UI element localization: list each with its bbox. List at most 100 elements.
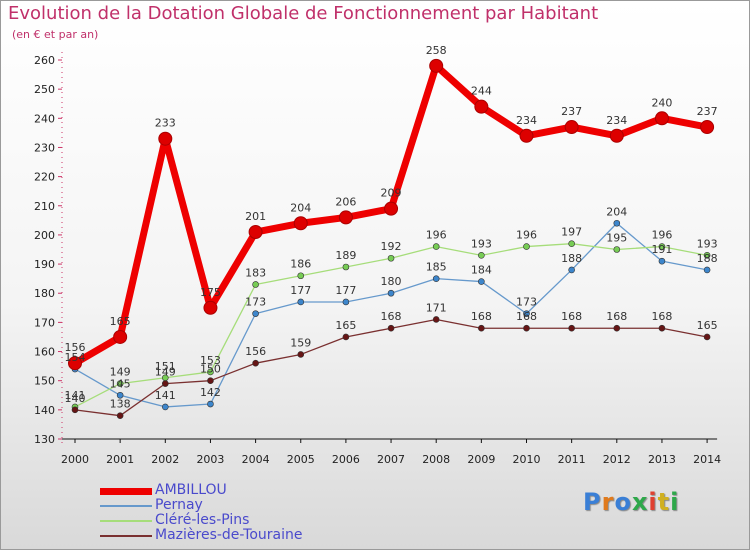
y-tick-label: 170 [34,316,55,329]
legend-label: AMBILLOU [155,482,227,498]
series-layer [68,58,715,419]
legend-swatch [100,488,152,495]
data-label: 168 [471,310,492,323]
data-point [703,333,711,341]
data-label: 204 [606,205,627,218]
data-point [342,333,350,341]
data-label: 168 [381,310,402,323]
data-label: 237 [697,105,718,118]
y-tick-label: 130 [34,433,55,446]
data-point [564,120,579,135]
data-point [658,257,666,265]
data-point [474,99,489,114]
data-point [116,412,124,419]
x-tick-label: 2009 [467,453,495,466]
x-tick-label: 2013 [648,453,676,466]
data-label: 177 [335,284,356,297]
logo-letter: x [631,488,649,516]
x-tick-label: 2014 [693,453,721,466]
data-label: 156 [245,345,266,358]
legend-swatch [100,535,152,537]
data-point [384,201,399,216]
data-point [297,272,305,280]
data-label: 192 [381,240,402,253]
data-point [703,252,711,259]
data-label: 151 [155,360,176,373]
data-label: 209 [381,187,402,200]
data-label: 206 [335,195,356,208]
data-point [113,329,128,344]
data-point [568,240,575,247]
data-label: 175 [200,286,221,299]
data-point [609,128,624,143]
data-label: 188 [697,252,718,265]
data-label: 145 [110,377,131,390]
legend-label: Pernay [155,497,203,513]
legend-label: Cléré-les-Pins [155,512,250,528]
data-label: 149 [110,366,131,379]
x-tick-label: 2006 [332,453,360,466]
data-point [654,111,669,126]
data-label: 141 [65,389,86,402]
data-point [568,266,575,274]
data-label: 191 [651,243,672,256]
data-label: 171 [426,301,447,314]
legend-swatch [100,520,152,522]
data-label: 173 [245,296,266,309]
data-point [71,406,79,414]
y-tick-label: 190 [34,258,55,271]
data-point [203,300,218,315]
x-tick-label: 2003 [196,453,224,466]
data-label: 150 [200,363,221,376]
chart-title: Evolution de la Dotation Globale de Fonc… [8,3,599,24]
data-label: 196 [426,229,447,242]
data-label: 197 [561,226,582,239]
x-tick-label: 2008 [422,453,450,466]
y-tick-label: 240 [34,112,55,125]
proxiti-logo: Proxiti [583,488,679,516]
data-label: 237 [561,105,582,118]
y-tick-label: 220 [34,171,55,184]
data-point [342,263,350,271]
data-point [207,368,214,376]
data-label: 168 [516,310,537,323]
data-point [387,254,395,262]
y-tick-label: 200 [34,229,55,242]
data-point [207,377,214,384]
data-label: 138 [110,398,131,411]
data-point [613,324,621,332]
logo-letter: o [614,488,632,516]
data-label: 189 [335,249,356,262]
data-point [162,403,169,411]
data-label: 154 [65,351,86,364]
data-point [68,356,82,371]
x-tick-label: 2011 [558,453,586,466]
data-point [700,120,715,135]
y-tick-label: 140 [34,404,55,417]
axes: 130 140 150 160 170 180 190 200 210 220 230 240 250 2… [34,52,721,466]
data-point [478,324,485,332]
data-label: 196 [516,229,537,242]
data-point [338,210,353,225]
data-point [116,391,124,399]
x-tick-label: 2000 [61,453,89,466]
data-point [252,310,259,317]
data-label: 141 [155,389,176,402]
y-tick-label: 180 [34,287,55,300]
data-label: 177 [290,284,311,297]
data-label: 149 [155,366,176,379]
data-point [478,252,485,259]
data-point [252,281,259,288]
data-point [432,243,440,250]
data-label: 258 [426,44,447,57]
logo-letter: i [670,488,680,516]
data-point [432,275,440,282]
data-label: 173 [516,296,537,309]
data-point [248,225,263,240]
x-tick-label: 2002 [151,453,179,466]
y-tick-label: 230 [34,141,55,154]
data-label: 196 [651,229,672,242]
data-point [116,380,124,387]
data-label: 195 [606,232,627,245]
data-point [523,243,530,250]
